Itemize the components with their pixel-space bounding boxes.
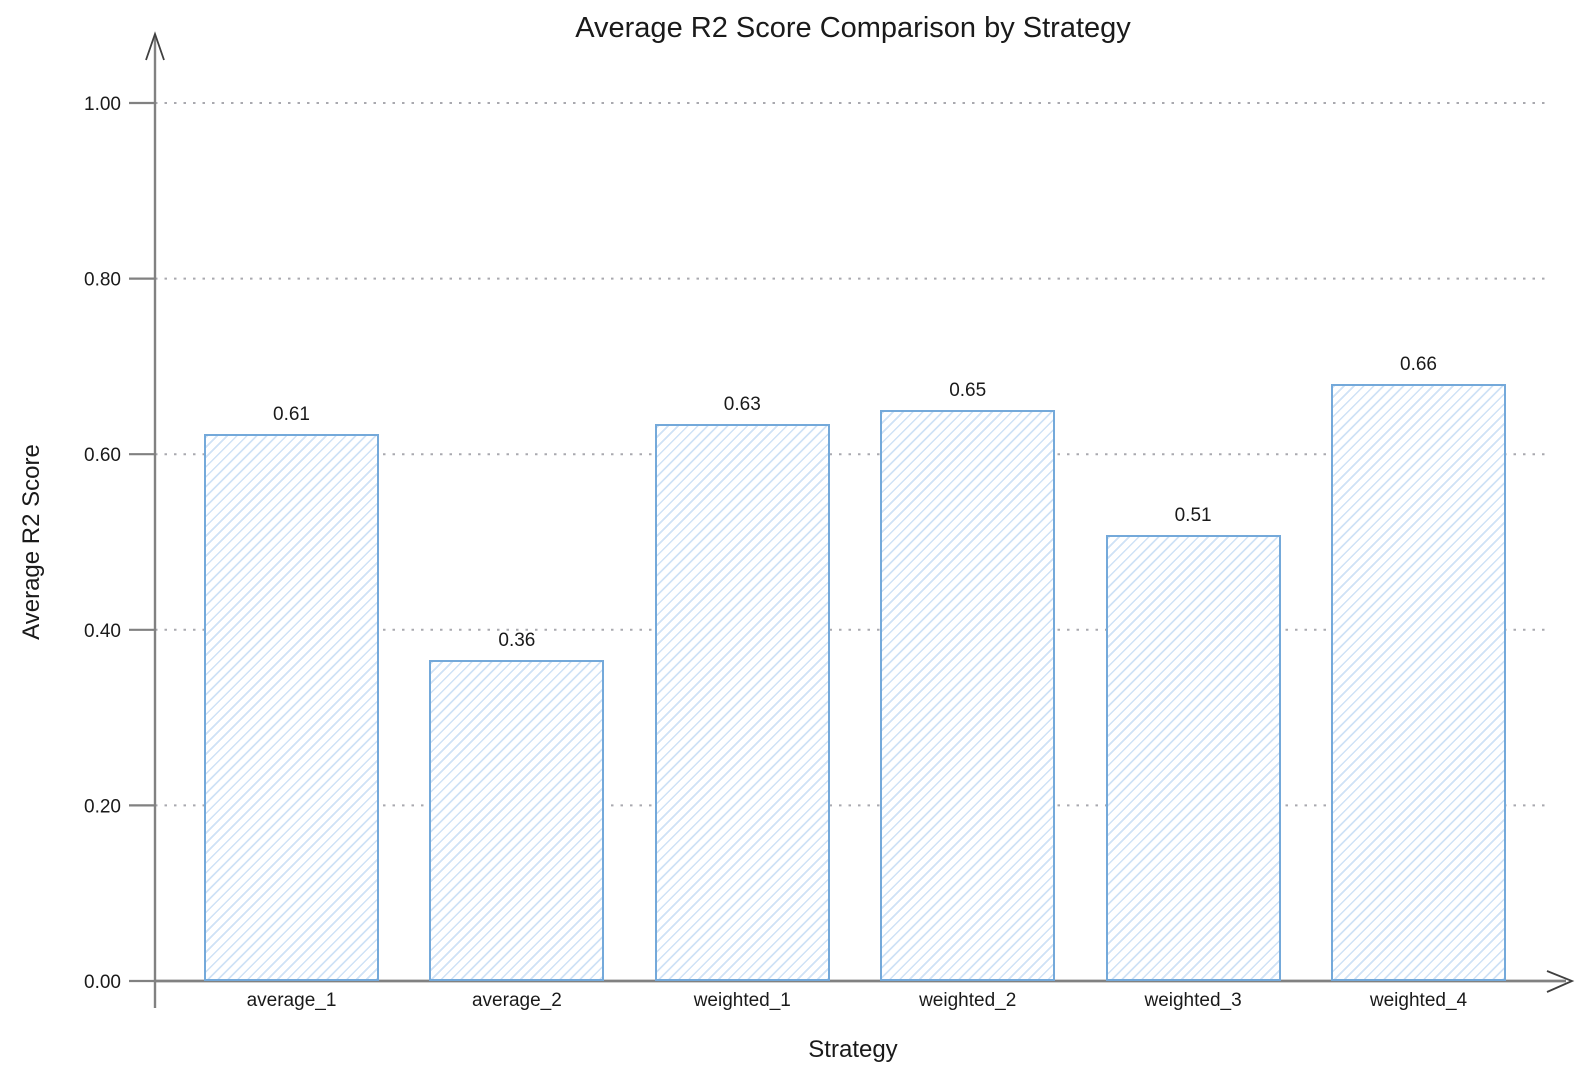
bar-value-label-weighted_1: 0.63 (723, 394, 761, 416)
y-tick-label: 0.40 (84, 621, 121, 642)
x-category-label-weighted_2: weighted_2 (919, 990, 1017, 1011)
bar-weighted_4 (1331, 383, 1506, 981)
y-ticks-layer: 0.00 0.20 0.40 0.60 0.80 1.00 (84, 94, 155, 993)
y-tick-label: 0.80 (84, 270, 121, 291)
bar-weighted_1 (654, 424, 830, 981)
bar-value-label-average_1: 0.61 (273, 404, 310, 426)
bar-value-label-weighted_3: 0.51 (1174, 504, 1212, 526)
bar-weighted_2 (880, 410, 1056, 981)
bar-value-label-weighted_2: 0.65 (949, 380, 987, 402)
x-category-label-average_1: average_1 (246, 990, 337, 1011)
bar-value-label-weighted_4: 0.66 (1400, 353, 1437, 375)
bar-value-label-average_2: 0.36 (498, 629, 536, 651)
plot-area: 0.61 average_1 0.36 average_2 0.63 weighted_1… (155, 103, 1568, 1011)
bar-average_2 (429, 659, 605, 981)
x-category-label-average_2: average_2 (471, 990, 562, 1011)
x-category-label-weighted_3: weighted_3 (1144, 990, 1242, 1011)
bar-average_1 (204, 434, 379, 981)
y-tick-label: 0.60 (84, 445, 121, 466)
bar-weighted_3 (1105, 534, 1281, 981)
x-category-label-weighted_4: weighted_4 (1369, 990, 1468, 1011)
x-axis-arrow-icon (1546, 970, 1575, 993)
x-axis-title: Strategy (808, 1036, 898, 1063)
y-tick-label: 0.00 (84, 972, 121, 993)
x-category-label-weighted_1: weighted_1 (693, 990, 791, 1011)
y-tick-label: 1.00 (84, 94, 121, 115)
chart-title: Average R2 Score Comparison by Strategy (575, 12, 1131, 44)
y-axis-arrow-icon (145, 31, 165, 61)
y-tick-label: 0.20 (84, 796, 121, 817)
